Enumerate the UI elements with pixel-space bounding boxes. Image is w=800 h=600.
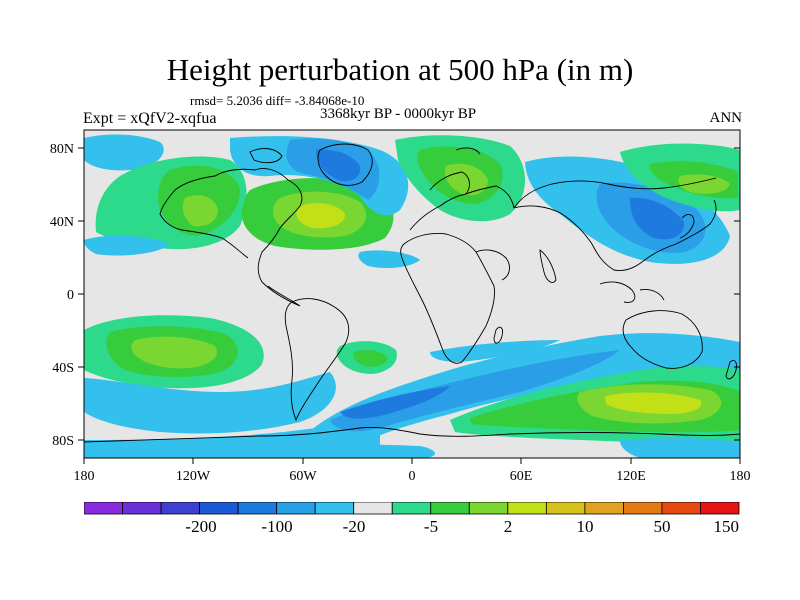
lat-label: 40N bbox=[50, 215, 74, 230]
colorbar-label: 10 bbox=[577, 517, 594, 536]
contour-region bbox=[620, 437, 740, 458]
period-label: 3368kyr BP - 0000kyr BP bbox=[320, 106, 477, 122]
colorbar: -200 -100 -20 -5 2 10 50 150 bbox=[84, 502, 740, 536]
lon-label: 60W bbox=[289, 469, 317, 484]
colorbar-label: -5 bbox=[424, 517, 438, 536]
contour-region bbox=[316, 149, 361, 182]
contour-region bbox=[430, 340, 560, 362]
contour-region bbox=[182, 195, 218, 227]
contour-region bbox=[84, 443, 435, 458]
lon-label: 60E bbox=[510, 469, 533, 484]
colorbar-box bbox=[623, 502, 663, 515]
colorbar-labels: -200 -100 -20 -5 2 10 50 150 bbox=[185, 517, 739, 536]
colorbar-box bbox=[468, 502, 509, 515]
coastlines bbox=[84, 143, 740, 443]
contour-region bbox=[296, 203, 346, 229]
lon-label: 180 bbox=[730, 469, 751, 484]
colorbar-box bbox=[314, 502, 355, 515]
colorbar-label: -20 bbox=[343, 517, 366, 536]
colorbar-box bbox=[507, 502, 547, 515]
colorbar-box bbox=[122, 502, 162, 515]
colorbar-label: -100 bbox=[261, 517, 292, 536]
lon-ticks bbox=[83, 458, 741, 464]
lon-label: 180 bbox=[74, 469, 95, 484]
contour-region bbox=[678, 174, 730, 194]
lat-label: 0 bbox=[67, 288, 74, 303]
colorbar-box bbox=[661, 502, 701, 515]
lat-label: 80N bbox=[50, 142, 74, 157]
contour-region bbox=[84, 235, 170, 256]
plot-title: Height perturbation at 500 hPa (in m) bbox=[166, 52, 634, 87]
contour-region bbox=[353, 350, 388, 367]
lon-label: 120E bbox=[616, 469, 646, 484]
colorbar-label: 150 bbox=[714, 517, 740, 536]
contour-region bbox=[444, 163, 488, 196]
stats-line: rmsd= 5.2036 diff= -3.84068e-10 bbox=[190, 93, 365, 108]
colorbar-label: 50 bbox=[654, 517, 671, 536]
colorbar-box bbox=[700, 502, 740, 515]
colorbar-box bbox=[276, 502, 316, 515]
contour-region bbox=[131, 336, 218, 369]
contour-region bbox=[330, 350, 620, 432]
colorbar-box bbox=[391, 502, 432, 515]
colorbar-box bbox=[237, 502, 278, 515]
colorbar-label: 2 bbox=[504, 517, 513, 536]
colorbar-boxes bbox=[84, 502, 740, 515]
colorbar-box bbox=[545, 502, 586, 515]
lat-label: 40S bbox=[52, 361, 74, 376]
lat-ticks bbox=[78, 147, 740, 441]
contour-region bbox=[605, 392, 702, 414]
lat-label: 80S bbox=[52, 434, 74, 449]
experiment-label: Expt = xQfV2-xqfua bbox=[83, 110, 217, 127]
lon-label: 0 bbox=[409, 469, 416, 484]
contour-region bbox=[84, 372, 336, 434]
contour-region bbox=[84, 134, 164, 171]
contour-field bbox=[84, 130, 740, 458]
season-label: ANN bbox=[709, 110, 743, 126]
lon-label: 120W bbox=[176, 469, 211, 484]
colorbar-box bbox=[430, 502, 470, 515]
contour-region bbox=[340, 386, 450, 419]
colorbar-label: -200 bbox=[185, 517, 216, 536]
contour-region bbox=[630, 197, 685, 240]
colorbar-box bbox=[160, 502, 200, 515]
colorbar-box bbox=[353, 502, 393, 515]
colorbar-box bbox=[199, 502, 239, 515]
colorbar-box bbox=[584, 502, 624, 515]
colorbar-box bbox=[84, 502, 123, 515]
